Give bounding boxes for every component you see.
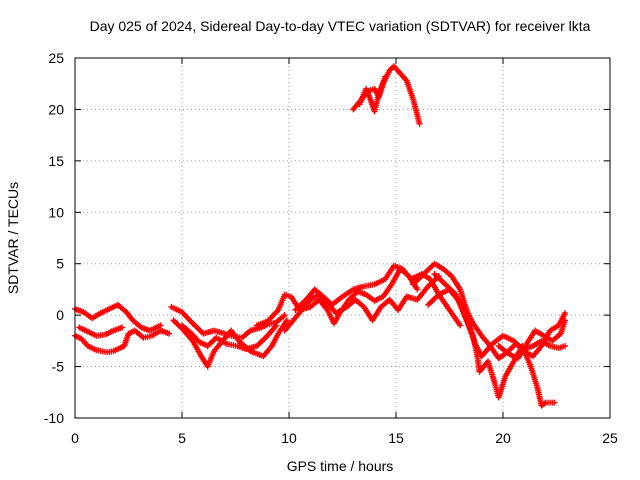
data-point [562, 310, 569, 317]
series-track-c [76, 324, 126, 339]
y-tick-label: -10 [44, 410, 64, 426]
chart-title: Day 025 of 2024, Sidereal Day-to-day VTE… [90, 18, 591, 34]
axis-ticks: 0 5 10 15 20 25 -10 -5 0 5 10 15 20 25 [44, 50, 618, 446]
data-point [283, 317, 290, 324]
data-points [72, 63, 569, 409]
data-point [562, 343, 569, 349]
data-point [166, 330, 173, 337]
data-point [382, 73, 389, 80]
y-tick-label: 25 [48, 50, 64, 66]
data-point [457, 322, 464, 329]
series-track-f [179, 322, 280, 353]
x-tick-label: 25 [602, 430, 618, 446]
grid [75, 58, 610, 418]
series-track-h [281, 273, 442, 334]
y-tick-label: 0 [56, 307, 64, 323]
y-tick-label: 20 [48, 101, 64, 117]
x-tick-label: 15 [388, 430, 404, 446]
series-track-i [292, 262, 464, 329]
series-track-o [495, 317, 569, 362]
series-track-m [425, 286, 569, 360]
data-point [414, 286, 421, 293]
data-point [119, 324, 126, 331]
data-point [273, 322, 280, 329]
data-point [281, 312, 288, 319]
x-tick-label: 10 [281, 430, 297, 446]
x-tick-label: 5 [178, 430, 186, 446]
y-tick-label: -5 [52, 359, 65, 375]
series-track-a [72, 327, 173, 356]
y-tick-label: 5 [56, 256, 64, 272]
x-axis-label: GPS time / hours [287, 458, 394, 474]
y-tick-label: 15 [48, 153, 64, 169]
data-point [551, 399, 558, 406]
x-tick-label: 0 [71, 430, 79, 446]
series-track-k [356, 73, 389, 115]
plot-frame [74, 57, 611, 419]
y-tick-label: 10 [48, 204, 64, 220]
series-track-b [72, 301, 164, 334]
x-tick-label: 20 [495, 430, 511, 446]
data-point [157, 322, 164, 329]
data-point [562, 317, 569, 324]
y-axis-label: SDTVAR / TECUs [5, 182, 21, 294]
data-point [416, 120, 423, 127]
